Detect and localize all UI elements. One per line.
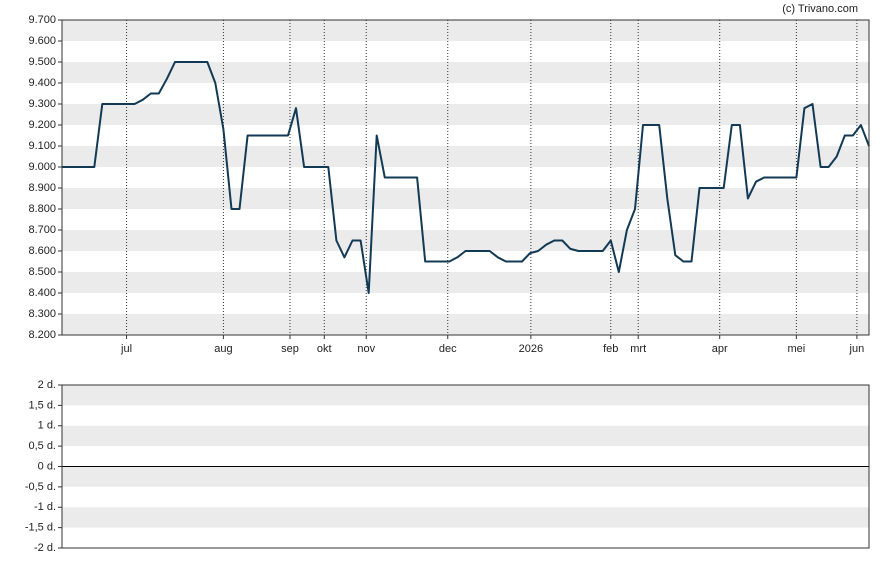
y-tick-label: 9.200: [28, 119, 56, 131]
y-tick-label: 8.300: [28, 308, 56, 320]
grid-band: [62, 62, 869, 83]
y-tick-label: 8.800: [28, 203, 56, 215]
grid-band: [62, 385, 869, 406]
y-tick-label: 0 d.: [38, 460, 56, 472]
x-tick-label: aug: [214, 343, 232, 355]
x-tick-label: jun: [849, 343, 865, 355]
grid-band: [62, 466, 869, 487]
y-tick-label: -2 d.: [34, 542, 56, 554]
plot-frame: [61, 19, 870, 336]
x-tick-label: okt: [317, 343, 332, 355]
y-tick-label: -1 d.: [34, 501, 56, 513]
x-tick-label: dec: [439, 343, 457, 355]
grid-band: [62, 425, 869, 447]
y-tick-label: 8.700: [28, 224, 56, 236]
grid-band: [62, 104, 869, 125]
x-tick-label: mrt: [630, 343, 646, 355]
y-tick-label: 9.100: [28, 140, 56, 152]
y-tick-label: 8.200: [28, 329, 56, 341]
y-tick-label: 1 d.: [38, 420, 56, 432]
grid-band: [62, 20, 869, 41]
grid-band: [62, 146, 869, 167]
x-tick-label: apr: [712, 343, 728, 355]
grid-band: [62, 314, 869, 335]
y-tick-label: 9.000: [28, 161, 56, 173]
x-tick-label: feb: [603, 343, 618, 355]
x-tick-label: sep: [281, 343, 299, 355]
x-tick-label: mei: [788, 343, 806, 355]
grid-band: [62, 507, 869, 528]
plot-frame: [61, 384, 870, 549]
x-tick-label: jul: [120, 343, 132, 355]
y-tick-label: 9.400: [28, 77, 56, 89]
grid-band: [62, 272, 869, 293]
y-tick-label: 8.500: [28, 266, 56, 278]
y-tick-label: 0,5 d.: [28, 440, 56, 452]
credit: (c) Trivano.com: [782, 3, 858, 15]
y-tick-label: 9.700: [28, 14, 56, 26]
y-tick-label: 1,5 d.: [28, 399, 56, 411]
y-tick-label: 9.300: [28, 98, 56, 110]
y-tick-label: 8.600: [28, 245, 56, 257]
x-tick-label: 2026: [519, 343, 543, 355]
y-tick-label: 2 d.: [38, 379, 56, 391]
y-tick-label: 8.900: [28, 182, 56, 194]
x-tick-label: nov: [357, 343, 375, 355]
y-tick-label: -1,5 d.: [25, 522, 56, 534]
y-tick-label: 9.600: [28, 35, 56, 47]
y-tick-label: 9.500: [28, 56, 56, 68]
grid-band: [62, 230, 869, 251]
y-tick-label: -0,5 d.: [25, 481, 56, 493]
y-tick-label: 8.400: [28, 287, 56, 299]
price-line: [62, 61, 870, 294]
